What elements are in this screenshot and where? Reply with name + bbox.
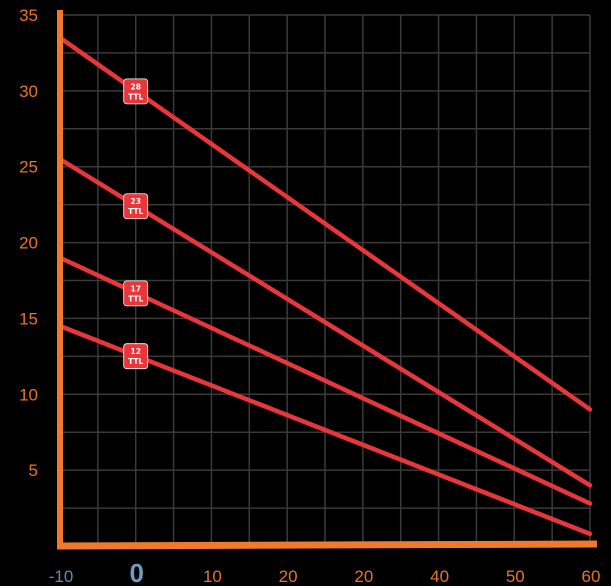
badge-box (123, 343, 149, 370)
y-tick-labels: 5 10 15 20 25 30 35 (19, 6, 38, 480)
badge-value-label: 12 (130, 347, 140, 356)
axes (56, 10, 598, 550)
badge-unit-label: TTL (128, 207, 143, 216)
x-tick-label: 40 (430, 567, 449, 586)
badge-unit-label: TTL (128, 92, 143, 101)
y-tick-label: 30 (19, 82, 38, 101)
grid (59, 14, 591, 547)
x-tick-label: 20 (354, 567, 373, 586)
y-tick-label: 5 (29, 461, 38, 480)
series-line-28 (57, 35, 593, 412)
x-tick-label: 50 (506, 567, 525, 586)
y-tick-label: 35 (19, 6, 38, 25)
badge-unit-label: TTL (128, 294, 143, 303)
series-line-17 (57, 255, 593, 506)
badge-box (123, 280, 149, 307)
series-line-23 (57, 156, 593, 488)
series-line-12 (57, 323, 593, 537)
x-tick-label: -10 (49, 567, 74, 586)
y-tick-label: 20 (19, 234, 38, 253)
y-tick-label: 15 (19, 309, 38, 328)
badge-unit-label: TTL (128, 357, 143, 366)
x-tick-label: 20 (279, 567, 298, 586)
x-axis-line (56, 540, 598, 550)
badge-value-label: 23 (130, 197, 140, 206)
x-tick-label: 60 (582, 567, 601, 586)
x-tick-label: 10 (203, 567, 222, 586)
badge-value-label: 28 (130, 82, 140, 91)
series-lines (57, 35, 593, 537)
y-tick-label: 10 (19, 385, 38, 404)
x-tick-label: 0 (129, 558, 143, 586)
badge-box (123, 78, 149, 105)
badge-value-label: 17 (130, 284, 140, 293)
badge-box (123, 193, 149, 220)
y-tick-label: 25 (19, 158, 38, 177)
x-tick-labels: -10 0 10 20 20 40 50 60 (49, 558, 601, 586)
